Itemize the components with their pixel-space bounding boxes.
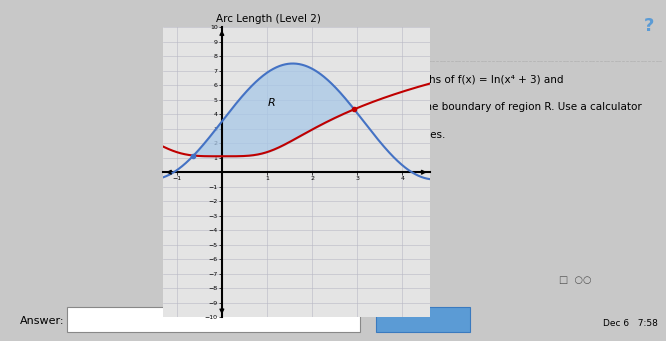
Text: Submit Answer: Submit Answer [387, 315, 459, 324]
FancyBboxPatch shape [376, 307, 470, 332]
Text: g(x) = 4sin(x) + 3.5. Find the length of the boundary of region R. Use a calcula: g(x) = 4sin(x) + 3.5. Find the length of… [216, 102, 642, 112]
Text: Let R be the region enclosed by the graphs of f(x) = ln(x⁴ + 3) and: Let R be the region enclosed by the grap… [216, 75, 564, 85]
Text: and round your answer to 3 decimal places.: and round your answer to 3 decimal place… [216, 130, 446, 139]
Text: □  ○○: □ ○○ [559, 275, 592, 285]
Text: R: R [268, 98, 276, 108]
Text: Dec 06, 7:57:48 PM: Dec 06, 7:57:48 PM [216, 41, 312, 51]
Text: ?: ? [644, 17, 655, 35]
Text: Arc Length (Level 2): Arc Length (Level 2) [216, 14, 321, 24]
FancyBboxPatch shape [67, 307, 360, 332]
Text: Answer:: Answer: [20, 315, 65, 326]
Text: Dec 6   7:58: Dec 6 7:58 [603, 320, 657, 328]
